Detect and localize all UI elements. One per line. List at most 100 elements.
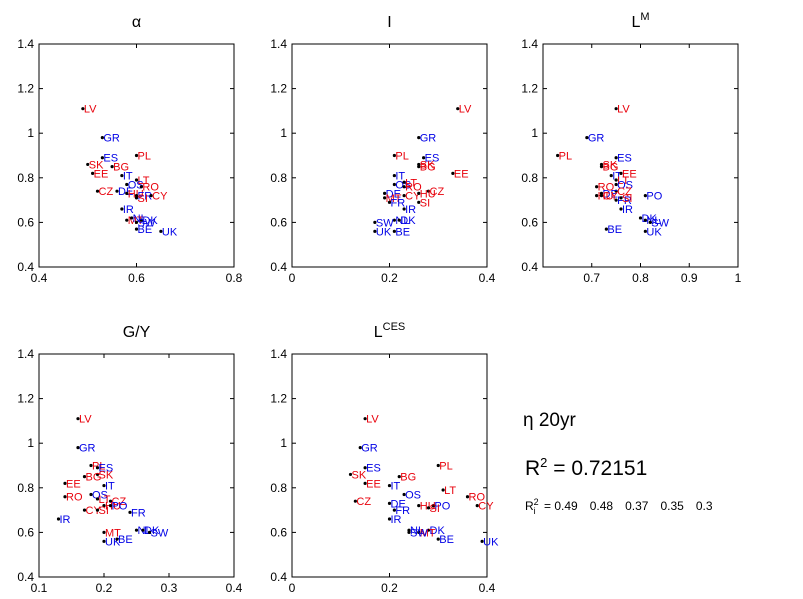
data-point bbox=[108, 504, 113, 508]
x-tick-label: 0.4 bbox=[31, 271, 48, 285]
point-label: SK bbox=[99, 469, 114, 481]
y-tick-label: 1.2 bbox=[270, 82, 287, 96]
ri-value: 0.35 bbox=[660, 499, 684, 514]
data-point bbox=[363, 466, 367, 470]
y-tick-label: 0.8 bbox=[17, 171, 34, 185]
point-label: SI bbox=[420, 197, 430, 209]
point-label: RO bbox=[598, 182, 615, 194]
data-point bbox=[402, 194, 406, 198]
data-point bbox=[638, 216, 643, 220]
y-tick-label: 1.2 bbox=[17, 82, 34, 96]
r2-sup: 2 bbox=[540, 455, 548, 470]
data-point bbox=[159, 229, 163, 233]
ri-value: 0.3 bbox=[695, 499, 713, 514]
data-point bbox=[100, 156, 104, 160]
data-point bbox=[120, 173, 124, 178]
data-point bbox=[397, 475, 401, 479]
data-point bbox=[619, 196, 623, 200]
point-label: LT bbox=[99, 494, 111, 506]
point-label: PO bbox=[112, 501, 128, 513]
panel-title-text: α bbox=[132, 14, 141, 31]
data-point bbox=[134, 178, 139, 182]
data-point bbox=[358, 446, 362, 450]
data-point bbox=[614, 198, 618, 202]
point-label: UK bbox=[646, 226, 662, 238]
plot-frame bbox=[542, 43, 739, 268]
data-point bbox=[392, 229, 396, 233]
panel-title: α bbox=[132, 14, 141, 31]
data-point bbox=[102, 539, 106, 543]
y-tick-label: 0.8 bbox=[17, 481, 34, 495]
data-point bbox=[643, 218, 647, 222]
x-tick-label: 0.2 bbox=[96, 581, 113, 595]
data-point bbox=[383, 196, 387, 200]
ri-annotation: R2 i = 0.49 0.48 0.37 0.35 0.3 bbox=[525, 498, 725, 516]
point-label: UK bbox=[162, 226, 178, 238]
point-label: FR bbox=[395, 505, 410, 517]
point-label: CY bbox=[603, 191, 619, 203]
point-label: CZ bbox=[356, 496, 371, 508]
data-point bbox=[82, 475, 87, 479]
point-label: ES bbox=[366, 463, 381, 475]
point-label: CZ bbox=[99, 186, 114, 198]
data-point bbox=[95, 508, 100, 512]
point-label: RO bbox=[142, 182, 159, 194]
data-point bbox=[407, 530, 411, 535]
point-label: BE bbox=[395, 226, 410, 238]
point-label: NL bbox=[646, 215, 660, 227]
y-tick-label: 0.8 bbox=[270, 481, 287, 495]
point-label: DK bbox=[430, 525, 446, 537]
y-tick-label: 0.4 bbox=[270, 260, 287, 274]
point-label: BE bbox=[607, 224, 622, 236]
y-tick-label: 1.4 bbox=[270, 37, 287, 51]
point-label: CY bbox=[86, 505, 102, 517]
point-label: FR bbox=[391, 197, 406, 209]
point-label: LV bbox=[459, 104, 472, 116]
data-point bbox=[407, 528, 411, 532]
data-point bbox=[91, 171, 95, 175]
data-point bbox=[456, 107, 460, 111]
data-point bbox=[480, 539, 484, 543]
data-point bbox=[614, 156, 618, 160]
r2-value: = 0.72151 bbox=[547, 457, 648, 480]
point-label: PL bbox=[559, 151, 572, 163]
point-label: PL bbox=[138, 151, 151, 163]
data-point bbox=[128, 510, 132, 514]
data-point bbox=[585, 136, 589, 140]
x-tick-label: 0.4 bbox=[479, 581, 496, 595]
point-label: LV bbox=[366, 414, 379, 426]
data-point bbox=[643, 194, 647, 198]
point-label: IT bbox=[612, 171, 622, 183]
ri-value: 0.49 bbox=[554, 499, 578, 514]
ri-sup: 2 bbox=[533, 497, 539, 507]
panel-title-text: I bbox=[387, 14, 391, 31]
data-point bbox=[441, 488, 445, 492]
point-label: IR bbox=[123, 204, 134, 216]
point-label: RO bbox=[66, 492, 83, 504]
point-label: SW bbox=[376, 217, 394, 229]
data-point bbox=[643, 229, 647, 233]
data-point bbox=[139, 218, 143, 222]
point-label: SI bbox=[430, 503, 440, 515]
data-point bbox=[134, 220, 139, 224]
data-point bbox=[373, 220, 377, 224]
y-tick-label: 1.2 bbox=[17, 392, 34, 406]
data-point bbox=[102, 483, 106, 488]
point-label: SK bbox=[352, 469, 367, 481]
x-tick-label: 0.6 bbox=[128, 271, 145, 285]
point-label: IT bbox=[391, 481, 401, 493]
point-label: DE bbox=[118, 186, 133, 198]
y-tick-label: 0.8 bbox=[521, 171, 538, 185]
point-label: GR bbox=[103, 133, 120, 145]
point-label: IT bbox=[123, 171, 133, 183]
point-label: SW bbox=[138, 217, 156, 229]
y-tick-label: 0.6 bbox=[270, 525, 287, 539]
y-tick-label: 0.4 bbox=[521, 260, 538, 274]
data-point bbox=[417, 530, 421, 535]
data-point bbox=[392, 182, 396, 187]
data-point bbox=[387, 483, 392, 488]
data-point bbox=[599, 191, 604, 196]
y-tick-label: 1.2 bbox=[270, 392, 287, 406]
